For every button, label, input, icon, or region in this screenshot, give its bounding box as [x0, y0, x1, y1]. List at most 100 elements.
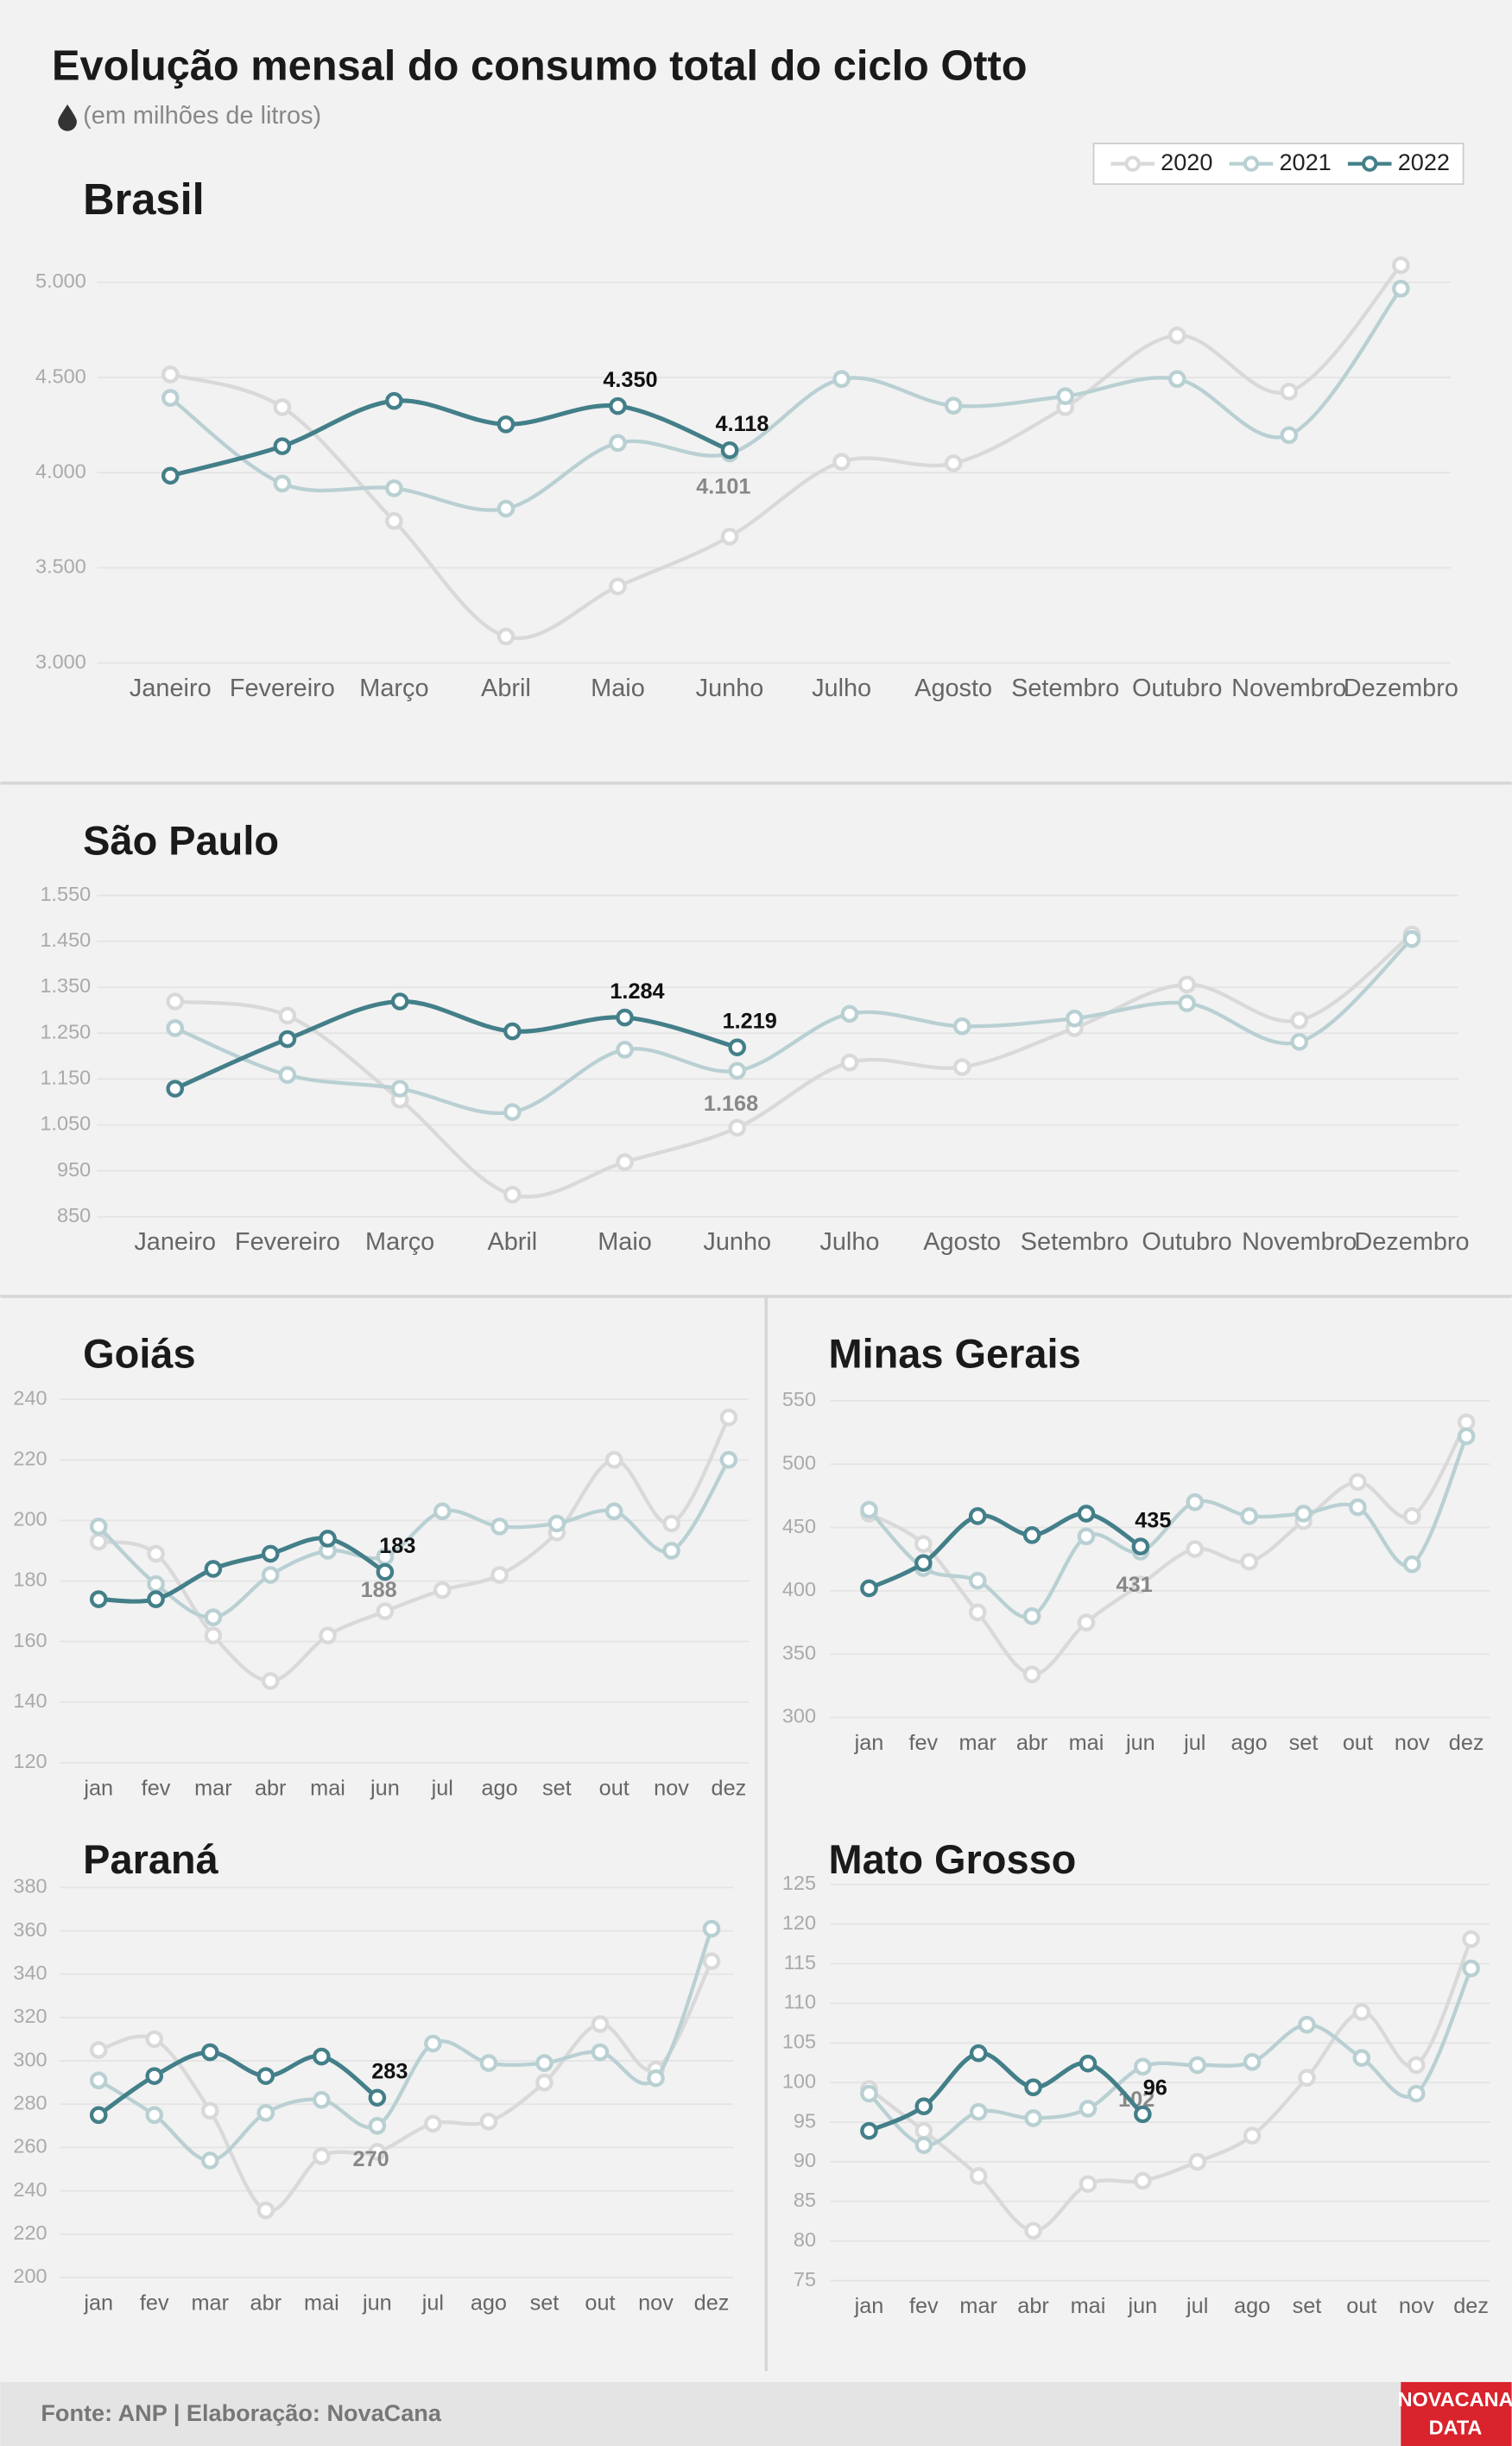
- point: [1024, 2221, 1042, 2240]
- point: [1402, 929, 1421, 948]
- point: [256, 2103, 275, 2122]
- x-tick-label: jan: [854, 2294, 884, 2318]
- point: [313, 2047, 331, 2066]
- x-tick-label: out: [585, 2291, 615, 2315]
- logo-text: DATA: [1429, 2416, 1483, 2438]
- point: [662, 1514, 680, 1533]
- data-label: 435: [1135, 1508, 1171, 1532]
- x-tick-label: dez: [1453, 2294, 1489, 2318]
- x-tick-label: fev: [908, 1731, 938, 1755]
- x-tick-label: set: [1293, 2294, 1322, 2318]
- y-tick-label: 200: [13, 1508, 47, 1530]
- x-tick-label: jan: [854, 1731, 884, 1755]
- point: [1280, 383, 1299, 401]
- data-label: 1.168: [704, 1092, 758, 1116]
- point: [914, 1535, 933, 1553]
- point: [273, 437, 292, 455]
- x-tick-label: Dezembro: [1344, 675, 1458, 702]
- y-tick-label: 360: [13, 1918, 47, 1941]
- x-tick-label: jun: [370, 1776, 400, 1800]
- point: [944, 396, 963, 415]
- y-tick-label: 100: [782, 2069, 816, 2092]
- legend-marker: [1124, 155, 1141, 172]
- drop-icon: [58, 105, 77, 131]
- y-tick-label: 1.150: [40, 1067, 91, 1089]
- x-tick-label: Setembro: [1021, 1228, 1129, 1256]
- x-tick-label: Novembro: [1242, 1228, 1357, 1256]
- data-label: 1.284: [610, 979, 664, 1004]
- point: [1407, 2084, 1426, 2103]
- point: [1186, 1540, 1205, 1558]
- x-tick-label: Setembro: [1011, 675, 1119, 702]
- y-tick-label: 280: [13, 2091, 47, 2113]
- point: [1024, 2109, 1042, 2127]
- series-line: [169, 263, 1402, 640]
- point: [728, 1118, 747, 1137]
- point: [145, 2106, 164, 2125]
- point: [1134, 2171, 1152, 2190]
- point: [914, 2097, 933, 2115]
- footer: [0, 2381, 1512, 2446]
- point: [604, 1502, 623, 1521]
- point: [702, 1919, 721, 1938]
- point: [261, 1544, 280, 1563]
- point: [368, 2088, 387, 2107]
- x-tick-label: fev: [909, 2294, 939, 2318]
- point: [914, 1554, 933, 1572]
- point: [89, 2071, 108, 2089]
- data-label: 270: [353, 2147, 389, 2171]
- y-tick-label: 850: [57, 1204, 91, 1226]
- point: [385, 479, 403, 497]
- point: [1056, 387, 1074, 405]
- point: [1243, 2053, 1262, 2071]
- point: [1077, 1505, 1096, 1523]
- y-tick-label: 1.250: [40, 1020, 91, 1042]
- point: [1298, 2069, 1316, 2087]
- y-tick-label: 300: [782, 1705, 816, 1727]
- point: [914, 2121, 933, 2140]
- point: [647, 2069, 665, 2088]
- point: [313, 2090, 331, 2109]
- legend-marker: [1243, 155, 1260, 172]
- x-tick-label: Julho: [812, 675, 871, 702]
- point: [616, 1153, 634, 1171]
- point: [1131, 1575, 1150, 1594]
- point: [479, 2054, 498, 2072]
- point: [278, 1066, 297, 1084]
- point: [1392, 256, 1410, 275]
- x-tick-label: Dezembro: [1354, 1228, 1469, 1256]
- point: [591, 2015, 610, 2033]
- data-label: 96: [1143, 2076, 1167, 2101]
- y-tick-label: 350: [782, 1641, 816, 1663]
- point: [952, 1017, 971, 1036]
- point: [1294, 1505, 1313, 1523]
- data-label: 4.118: [716, 412, 769, 436]
- point: [490, 1566, 509, 1584]
- x-tick-label: Outubro: [1132, 675, 1222, 702]
- y-tick-label: 4.000: [35, 459, 86, 482]
- x-tick-label: mar: [959, 2294, 997, 2318]
- point: [616, 1041, 634, 1059]
- point: [1022, 1665, 1041, 1683]
- point: [1077, 1527, 1096, 1546]
- point: [503, 1022, 522, 1041]
- x-tick-label: ago: [1231, 1731, 1268, 1755]
- x-tick-label: jul: [1186, 2294, 1208, 2318]
- y-tick-label: 950: [57, 1158, 91, 1181]
- x-tick-label: Janeiro: [134, 1228, 216, 1256]
- point: [702, 1952, 721, 1970]
- x-tick-label: fev: [140, 2291, 169, 2315]
- point: [1022, 1526, 1041, 1544]
- point: [1079, 2175, 1098, 2193]
- x-tick-label: jan: [83, 1776, 113, 1800]
- point: [200, 2101, 219, 2120]
- point: [969, 2044, 988, 2063]
- point: [1298, 2015, 1316, 2034]
- point: [840, 1053, 859, 1072]
- point: [497, 415, 516, 434]
- x-tick-label: Novembro: [1231, 675, 1346, 702]
- point: [390, 992, 409, 1011]
- x-tick-label: Março: [365, 1228, 434, 1256]
- y-tick-label: 340: [13, 1961, 47, 1984]
